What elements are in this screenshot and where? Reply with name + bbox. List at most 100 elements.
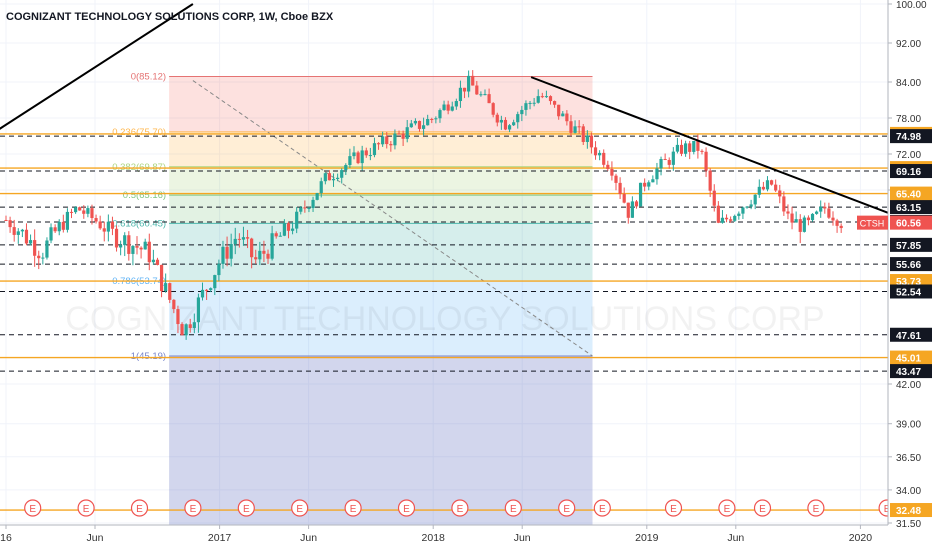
earnings-marker[interactable]: E <box>237 499 255 517</box>
earnings-icon <box>77 499 95 517</box>
price-axis-label: 78.00 <box>896 114 921 125</box>
candle-body <box>573 126 577 133</box>
earnings-marker[interactable]: E <box>130 499 149 517</box>
price-badge-label: 55.66 <box>896 260 921 271</box>
earnings-marker[interactable]: E <box>24 499 42 517</box>
fib-diagonal <box>192 80 593 357</box>
price-badge: 55.66 <box>890 257 932 272</box>
price-badge-label: 69.16 <box>896 167 921 178</box>
trendline[interactable] <box>530 76 924 227</box>
earnings-marker[interactable]: E <box>397 499 416 517</box>
price-axis-label: 36.50 <box>896 453 921 464</box>
candle-body <box>643 182 647 187</box>
time-axis-label: 2020 <box>849 532 873 544</box>
candle-body <box>536 96 540 103</box>
candle-body <box>409 123 413 128</box>
earnings-icon <box>397 499 416 517</box>
price-badge-label: 63.15 <box>896 203 921 214</box>
candle-body <box>360 150 364 164</box>
candle-body <box>348 156 352 166</box>
candle-body <box>548 96 553 102</box>
earnings-label: E <box>884 504 891 515</box>
price-badge-label: 65.40 <box>896 190 921 201</box>
candle-body <box>704 151 708 171</box>
candle-body <box>565 113 569 122</box>
earnings-marker[interactable]: E <box>184 499 202 517</box>
earnings-marker[interactable]: E <box>718 499 736 517</box>
fib-zone <box>169 76 593 132</box>
candle-body <box>479 94 483 96</box>
price-badge-bg <box>890 364 932 379</box>
earnings-label: E <box>457 504 464 515</box>
earnings-marker[interactable]: E <box>558 499 576 517</box>
earnings-marker[interactable]: E <box>593 499 611 517</box>
symbol-tag-bg <box>857 215 888 230</box>
price-badge: 60.56 <box>890 215 932 230</box>
time-axis-label: Jun <box>300 532 317 544</box>
price-badge: 43.47 <box>890 364 932 379</box>
earnings-label: E <box>403 504 410 515</box>
candle-body <box>786 211 790 214</box>
earnings-icon <box>451 499 469 517</box>
earnings-marker[interactable]: E <box>77 499 95 517</box>
earnings-icon <box>237 499 255 517</box>
candle-body <box>221 246 225 264</box>
price-badge: 32.48 <box>890 503 932 518</box>
candle-body <box>782 196 786 212</box>
earnings-icon <box>593 499 611 517</box>
candle-body <box>37 255 41 259</box>
candle-body <box>28 240 33 244</box>
candle-body <box>499 119 503 123</box>
candle-body <box>516 114 520 123</box>
earnings-marker[interactable]: E <box>664 499 683 517</box>
candle-body <box>336 177 340 180</box>
candle-body <box>421 125 426 129</box>
candle-body <box>430 119 434 121</box>
candle-body <box>733 215 737 221</box>
price-axis-label: 72.00 <box>896 150 921 161</box>
candle-body <box>483 94 487 96</box>
candle-body <box>110 221 115 229</box>
time-axis-label: 2018 <box>422 532 446 544</box>
earnings-label: E <box>599 504 606 515</box>
earnings-marker[interactable]: E <box>753 499 772 517</box>
candle-body <box>757 186 761 195</box>
candle-body <box>712 190 716 206</box>
candle-body <box>143 241 147 250</box>
price-axis-label: 31.50 <box>896 519 921 530</box>
candle-body <box>86 208 90 214</box>
fib-level-label: 0.382(69.87) <box>112 162 166 173</box>
candle-body <box>630 201 634 218</box>
candle-body <box>155 259 160 265</box>
price-axis-label: 39.00 <box>896 420 921 431</box>
trendline[interactable] <box>0 3 194 142</box>
candle-body <box>467 75 471 92</box>
earnings-icon <box>718 499 736 517</box>
earnings-marker[interactable]: E <box>344 499 362 517</box>
candle-body <box>561 113 565 117</box>
candle-body <box>626 202 630 218</box>
price-axis-label: 100.00 <box>896 0 927 11</box>
earnings-label: E <box>296 504 303 515</box>
candle-body <box>250 238 254 258</box>
earnings-label: E <box>813 504 820 515</box>
candle-body <box>237 238 241 240</box>
candle-body <box>295 211 299 229</box>
earnings-label: E <box>29 504 36 515</box>
earnings-marker[interactable]: E <box>504 499 522 517</box>
earnings-marker[interactable]: E <box>291 499 309 517</box>
fib-zone-extension <box>169 355 593 525</box>
candle-body <box>442 104 446 111</box>
candle-body <box>401 133 405 139</box>
candle-body <box>12 227 16 235</box>
price-badge-label: 53.73 <box>896 277 921 288</box>
earnings-marker[interactable]: E <box>807 499 825 517</box>
earnings-marker[interactable]: E <box>451 499 469 517</box>
fib-level-label: 0.5(65.16) <box>123 190 166 201</box>
earnings-icon <box>24 499 42 517</box>
candle-body <box>209 288 213 290</box>
earnings-icon <box>291 499 309 517</box>
price-badge-label: 45.01 <box>896 354 921 365</box>
candle-body <box>638 182 643 207</box>
